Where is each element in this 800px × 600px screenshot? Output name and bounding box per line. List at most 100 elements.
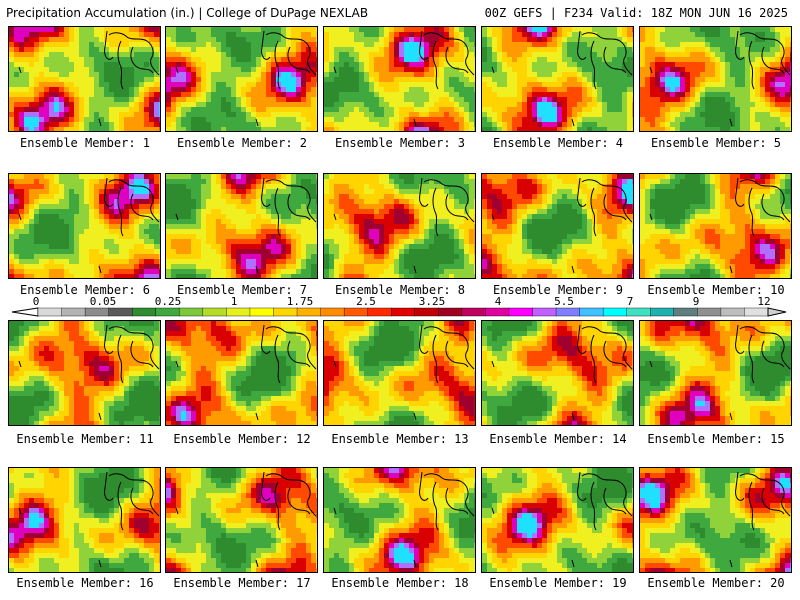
colorbar-swatch — [202, 307, 228, 317]
colorbar-tick-label: 0.25 — [154, 295, 182, 308]
precip-field — [9, 174, 160, 278]
panel-caption: Ensemble Member: 10 — [647, 283, 785, 297]
colorbar-swatch — [61, 307, 86, 317]
precip-field — [482, 174, 633, 278]
colorbar-swatch — [626, 307, 651, 317]
river-marks — [175, 507, 259, 568]
colorbar-swatch — [579, 307, 604, 317]
great-lakes-outline — [735, 177, 791, 237]
great-lakes-outline — [735, 30, 791, 90]
river-marks — [491, 213, 575, 274]
panel-caption: Ensemble Member: 17 — [173, 576, 311, 590]
colorbar-tick-label: 1.75 — [286, 295, 314, 308]
precip-field — [324, 321, 475, 425]
panel-caption: Ensemble Member: 9 — [492, 283, 624, 297]
colorbar-swatch — [414, 307, 440, 317]
colorbar-swatch — [438, 307, 463, 317]
river-marks — [649, 213, 733, 274]
colorbar-swatch — [84, 307, 110, 317]
colorbar-swatch — [650, 307, 675, 317]
colorbar-tick-label: 9 — [692, 295, 700, 308]
great-lakes-outline — [261, 324, 317, 384]
panel-caption: Ensemble Member: 20 — [647, 576, 785, 590]
river-marks — [333, 66, 417, 127]
panel-caption: Ensemble Member: 4 — [492, 136, 624, 150]
precip-field — [324, 174, 475, 278]
river-marks — [649, 66, 733, 127]
colorbar-swatch — [273, 307, 298, 317]
header-title: Precipitation Accumulation (in.) | Colle… — [6, 6, 369, 20]
panel-caption: Ensemble Member: 18 — [331, 576, 469, 590]
precip-field — [640, 468, 791, 572]
great-lakes-outline — [577, 471, 633, 531]
precip-field — [9, 27, 160, 131]
map-panel-member-14 — [481, 320, 634, 426]
great-lakes-outline — [261, 471, 317, 531]
colorbar-svg — [11, 307, 787, 317]
colorbar-swatch — [508, 307, 534, 317]
map-panel-member-10 — [639, 173, 792, 279]
panel-caption: Ensemble Member: 12 — [173, 432, 311, 446]
colorbar-swatch — [131, 307, 157, 317]
precip-field — [640, 27, 791, 131]
colorbar-swatch — [155, 307, 180, 317]
colorbar-tick-label: 5.5 — [554, 295, 574, 308]
river-marks — [175, 66, 259, 127]
colorbar-tick-label: 1 — [230, 295, 238, 308]
colorbar-arrow-left — [11, 307, 39, 317]
colorbar-swatch — [720, 307, 746, 317]
river-marks — [18, 360, 102, 421]
colorbar-swatch — [391, 307, 416, 317]
colorbar-swatch — [367, 307, 392, 317]
great-lakes-outline — [735, 324, 791, 384]
river-marks — [491, 360, 575, 421]
colorbar-swatch — [602, 307, 628, 317]
colorbar-swatch — [555, 307, 581, 317]
panel-caption: Ensemble Member: 7 — [176, 283, 308, 297]
colorbar-swatch — [37, 307, 63, 317]
river-marks — [175, 360, 259, 421]
great-lakes-outline — [577, 324, 633, 384]
panel-caption: Ensemble Member: 14 — [489, 432, 627, 446]
map-panel-member-15 — [639, 320, 792, 426]
panel-caption: Ensemble Member: 11 — [16, 432, 154, 446]
great-lakes-outline — [261, 177, 317, 237]
great-lakes-outline — [104, 324, 160, 384]
colorbar-swatch — [296, 307, 322, 317]
precip-field — [640, 321, 791, 425]
great-lakes-outline — [104, 30, 160, 90]
colorbar-arrow-right — [767, 307, 787, 317]
precip-field — [324, 468, 475, 572]
colorbar-swatch — [744, 307, 769, 317]
panel-caption: Ensemble Member: 6 — [19, 283, 151, 297]
colorbar-swatch — [673, 307, 699, 317]
river-marks — [491, 66, 575, 127]
panel-caption: Ensemble Member: 15 — [647, 432, 785, 446]
great-lakes-outline — [419, 30, 475, 90]
map-panel-member-6 — [8, 173, 161, 279]
precip-field — [166, 468, 317, 572]
map-panel-member-8 — [323, 173, 476, 279]
map-panel-member-1 — [8, 26, 161, 132]
river-marks — [333, 213, 417, 274]
map-panel-member-16 — [8, 467, 161, 573]
panel-caption: Ensemble Member: 3 — [334, 136, 466, 150]
panel-caption: Ensemble Member: 16 — [16, 576, 154, 590]
header-run-info: 00Z GEFS | F234 Valid: 18Z MON JUN 16 20… — [484, 6, 788, 20]
precip-field — [9, 468, 160, 572]
colorbar-swatch — [532, 307, 557, 317]
river-marks — [649, 507, 733, 568]
colorbar-swatch — [320, 307, 345, 317]
map-panel-member-20 — [639, 467, 792, 573]
colorbar-tick-label: 2.5 — [356, 295, 376, 308]
panel-caption: Ensemble Member: 1 — [19, 136, 151, 150]
precip-field — [166, 27, 317, 131]
colorbar-swatch — [108, 307, 133, 317]
river-marks — [175, 213, 259, 274]
colorbar-tick-label: 4 — [494, 295, 502, 308]
colorbar-tick-label: 12 — [757, 295, 771, 308]
colorbar-swatch — [226, 307, 251, 317]
great-lakes-outline — [419, 177, 475, 237]
colorbar-swatch — [485, 307, 510, 317]
colorbar-swatch — [179, 307, 204, 317]
